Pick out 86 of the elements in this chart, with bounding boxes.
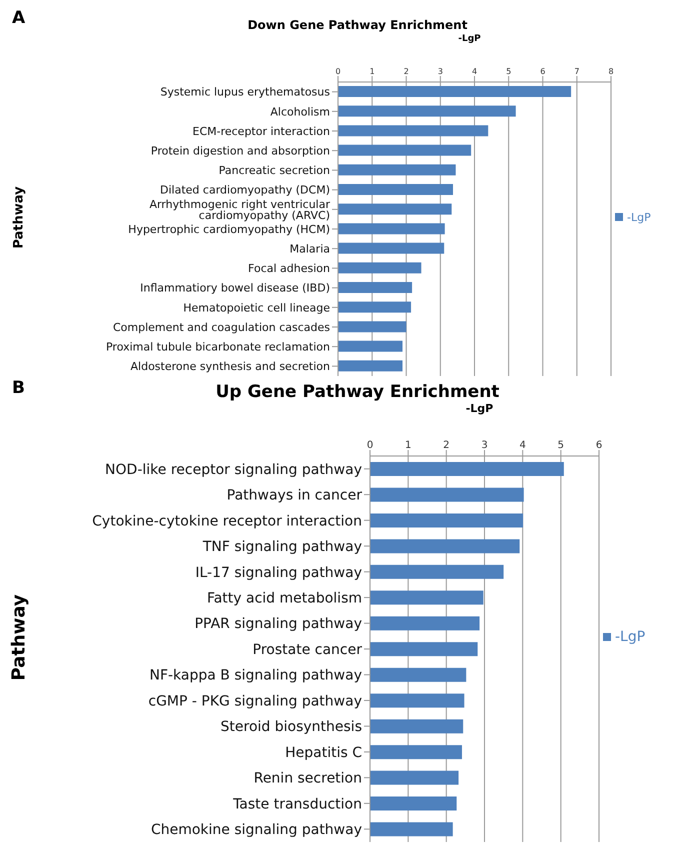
bar [370,564,504,579]
x-tick-label: 7 [574,67,580,76]
bar [338,184,453,195]
bar [338,144,472,156]
bar [370,616,480,630]
bar [338,125,488,136]
bar [338,321,406,332]
y-tick-label: Taste transduction [232,796,362,812]
y-tick-label: Fatty acid metabolism [206,590,362,607]
y-axis-title: Pathway [12,186,26,248]
bar [370,590,484,605]
y-tick-label: Hepatitis C [285,744,362,761]
y-tick-label: Prostate cancer [252,642,362,658]
bar [338,282,412,293]
y-tick-label: PPAR signaling pathway [194,616,362,632]
x-tick-label: 4 [472,67,478,76]
y-tick-label: Pathways in cancer [226,488,362,504]
bar [338,360,402,372]
bar [370,488,524,502]
y-tick-label: Dilated cardiomyopathy (DCM) [160,184,330,197]
x-tick-label: 3 [481,440,488,451]
x-tick-label: 2 [404,67,409,76]
bar [338,164,456,176]
bar [370,796,457,811]
bar [370,642,478,656]
bar [370,694,464,708]
bar [370,770,459,785]
y-tick-label: Focal adhesion [248,262,330,276]
x-tick-label: 4 [519,440,526,451]
x-tick-label: 1 [404,440,412,451]
y-tick-label: Proximal tubule bicarbonate reclamation [106,340,330,354]
bar [338,262,422,274]
x-tick-label: 8 [608,67,614,76]
y-tick-label: NF-kappa B signaling pathway [149,668,362,684]
y-tick-label: Complement and coagulation cascades [112,320,330,334]
text: A [12,8,26,28]
x-tick-label: 0 [335,67,341,76]
y-tick-label: Aldosterone synthesis and secretion [130,360,330,374]
y-tick-label: Hypertrophic cardiomyopathy (HCM) [128,222,330,236]
y-tick-label: Pancreatic secretion [218,164,330,178]
y-tick-label: Arrhythmogenic right ventricular cardiomyopathy (ARVC) [149,198,330,222]
y-tick-label: NOD-like receptor signaling pathway [105,462,362,478]
y-tick-label: ECM-receptor interaction [192,124,330,138]
y-tick-label: Renin secretion [254,770,362,787]
y-tick-label: TNF signaling pathway [202,539,362,556]
y-tick-label: Alcoholism [270,105,330,118]
x-tick-label: 1 [370,67,375,76]
x-tick-label: 0 [366,440,374,451]
bar [370,539,520,554]
bar [338,302,412,313]
text: B [12,378,25,398]
y-tick-label: Systemic lupus erythematosus [160,86,330,99]
y-axis-title: Pathway [8,594,30,680]
bar [338,86,572,97]
bar [338,340,402,352]
bar [370,822,453,836]
y-tick-label: Steroid biosynthesis [220,719,362,736]
y-tick-label: Protein digestion and absorption [150,144,330,158]
bar [338,106,516,117]
x-axis-title: -LgP [457,34,482,44]
y-tick-label: cGMP - PKG signaling pathway [148,693,362,710]
y-tick-label: Chemokine signaling pathway [150,822,362,838]
y-tick-label: Inflammatiory bowel disease (IBD) [140,282,330,295]
x-tick-label: 2 [443,440,450,451]
bar [370,668,466,682]
x-tick-label: 5 [506,67,512,76]
y-tick-label: Malaria [290,242,330,256]
x-tick-label: 6 [540,67,546,76]
bar [370,719,464,734]
legend-label: -LgP [627,210,651,224]
x-axis-title: -LgP [464,402,494,415]
bar [370,745,462,760]
x-tick-label: 3 [438,67,443,76]
bar [338,204,452,215]
legend-label: -LgP [615,629,646,645]
chart-title: Up Gene Pathway Enrichment [216,382,500,402]
bar [370,513,524,528]
y-tick-label: IL-17 signaling pathway [195,564,362,581]
x-tick-label: 5 [558,440,564,451]
bar [370,462,564,476]
x-tick-label: 6 [596,440,602,451]
chart-title: Down Gene Pathway Enrichment [248,18,468,32]
bar [338,242,444,254]
bar [338,223,445,234]
y-tick-label: Hematopoietic cell lineage [183,301,330,314]
y-tick-label: Cytokine-cytokine receptor interaction [92,513,362,530]
